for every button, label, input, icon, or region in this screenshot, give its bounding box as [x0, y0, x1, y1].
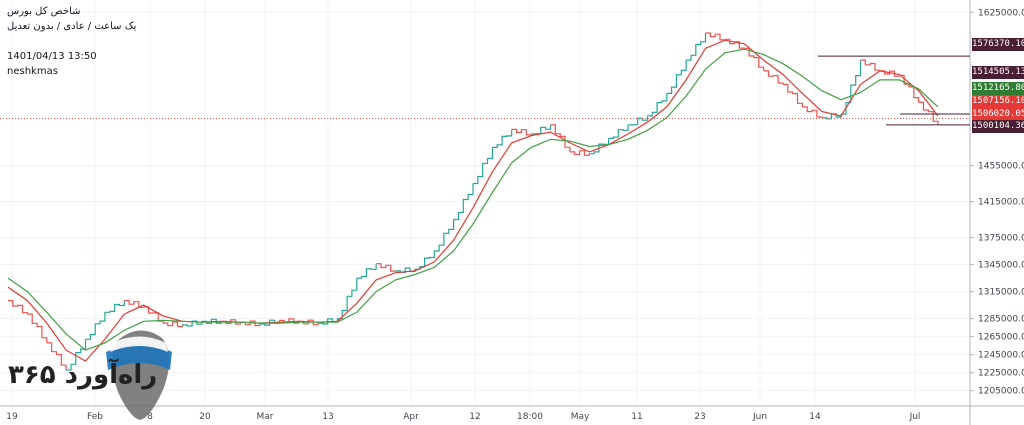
y-tick-label: 1225000.00	[978, 369, 1024, 379]
y-tick-label: 1375000.00	[978, 234, 1024, 244]
price-segment	[686, 33, 707, 61]
y-tick-label: 1315000.00	[978, 288, 1024, 298]
price-segment	[569, 150, 590, 156]
y-tick-label: 1415000.00	[978, 197, 1024, 207]
price-segment	[802, 106, 823, 118]
price-segment	[27, 313, 48, 343]
ma-fast-line	[7, 39, 939, 362]
watermark-text: راه‌آورد ۳۶۵	[8, 360, 158, 390]
price-segment	[8, 300, 28, 315]
price-segment	[356, 263, 377, 279]
price-segment	[608, 124, 629, 139]
y-tick-label: 1265000.00	[978, 333, 1024, 343]
x-tick-label: 8	[147, 412, 153, 422]
price-segment	[763, 70, 784, 85]
price-segment	[550, 124, 571, 152]
ma-slow-line	[7, 48, 939, 351]
chart-subtitle: یک ساعت / عادی / بدون تعدیل	[7, 21, 137, 32]
x-tick-label: May	[571, 412, 590, 422]
price-tag-red: 1507156.10	[972, 95, 1024, 108]
price-segment	[473, 147, 493, 185]
series-layer	[7, 32, 939, 371]
price-segment	[531, 124, 552, 135]
chart-author: neshkmas	[7, 66, 58, 77]
price-segment	[279, 318, 300, 324]
y-tick-label: 1285000.00	[978, 315, 1024, 325]
watermark-logo	[106, 330, 172, 420]
price-tag-dark: 1514505.13	[972, 66, 1024, 79]
x-axis-ticks: 19 Feb 8 20 Mar 13 Apr 12 18:00 May 11 23 Jun 14 Jul	[6, 412, 920, 422]
price-segment	[841, 60, 862, 115]
price-segment	[240, 320, 261, 327]
price-segment	[453, 183, 474, 221]
x-tick-label: 18:00	[517, 412, 543, 422]
level-lines	[0, 55, 970, 126]
price-segment	[376, 263, 397, 272]
price-segment	[705, 32, 726, 41]
y-tick-label: 1455000.00	[978, 161, 1024, 171]
y-tick-label: 1625000.00	[978, 8, 1024, 18]
x-tick-label: 20	[199, 412, 211, 422]
x-tick-label: Jul	[909, 412, 921, 422]
price-segment	[163, 321, 183, 328]
chart-title: شاخص کل بورس	[7, 6, 81, 17]
price-segment	[46, 342, 67, 370]
x-tick-label: Apr	[403, 412, 419, 422]
price-tag-green: 1512165.80	[972, 82, 1024, 95]
price-segment	[104, 300, 125, 313]
price-segment	[918, 101, 939, 125]
x-tick-label: 11	[631, 412, 642, 422]
x-tick-label: 12	[469, 412, 480, 422]
price-segment	[511, 128, 532, 136]
price-segment	[182, 320, 203, 327]
y-axis-ticks: 1625000.00 1455000.00 1415000.00 1375000.00…	[970, 8, 1024, 397]
x-tick-label: 14	[809, 412, 821, 422]
y-tick-label: 1345000.00	[978, 261, 1024, 271]
y-tick-label: 1245000.00	[978, 351, 1024, 361]
price-tag-dark: 1576370.10	[972, 38, 1024, 51]
x-tick-label: 19	[6, 412, 18, 422]
price-tag-dark: 1500104.36	[972, 120, 1024, 133]
price-tag-red: 1506020.05	[972, 108, 1024, 121]
price-segment	[337, 278, 358, 320]
price-segment	[124, 300, 145, 308]
x-tick-label: Feb	[87, 412, 103, 422]
price-segment	[860, 59, 881, 71]
x-tick-label: 23	[694, 412, 705, 422]
y-tick-label: 1205000.00	[978, 387, 1024, 397]
chart-datetime: 1401/04/13 13:50	[7, 51, 97, 62]
price-segment	[434, 219, 455, 252]
x-tick-label: 13	[322, 412, 333, 422]
price-segment	[666, 60, 687, 94]
price-segment	[85, 312, 106, 340]
x-tick-label: Mar	[257, 412, 274, 422]
price-segment	[783, 83, 803, 107]
price-segment	[647, 93, 668, 117]
x-tick-label: Jun	[752, 412, 767, 422]
price-segment	[628, 115, 648, 126]
price-segment	[492, 129, 513, 148]
